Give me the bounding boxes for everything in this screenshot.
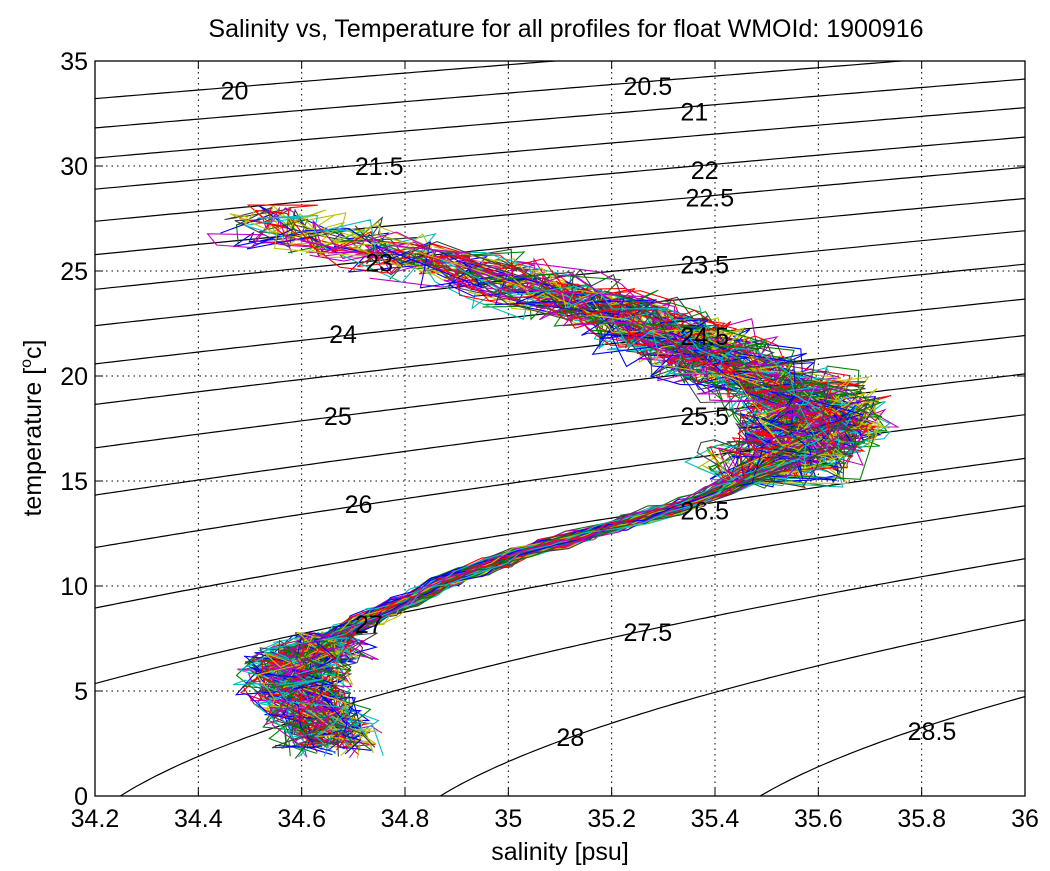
isopycnal-line [95, 78, 1025, 159]
y-tick-label: 35 [60, 48, 88, 76]
x-tick-label: 36 [1011, 805, 1039, 833]
isopycnal-label: 26 [345, 491, 373, 519]
density-contours [95, 61, 1025, 796]
y-axis-label-tail: c] [19, 339, 47, 358]
y-tick-label: 0 [74, 783, 88, 811]
isopycnal-label: 25.5 [680, 403, 729, 431]
isopycnal-label: 28.5 [908, 718, 957, 746]
y-axis-label: temperature [oc] [18, 339, 47, 516]
isopycnal-label: 27.5 [623, 619, 672, 647]
x-tick-label: 34.8 [381, 805, 430, 833]
profile-line [293, 281, 882, 734]
y-axis-label-main: temperature [ [19, 368, 47, 517]
isopycnal-label: 23.5 [680, 252, 729, 280]
x-tick-label: 34.4 [174, 805, 223, 833]
y-axis-label-superscript: o [18, 359, 35, 368]
profile-line [270, 244, 828, 744]
profile-line [304, 272, 877, 742]
y-tick-label: 5 [74, 678, 88, 706]
axis-ticks: 34.2 34.4 34.6 34.8 35 35.2 35.4 35.6 35.8 36 0 5 10… [60, 48, 1039, 833]
profile-line [312, 270, 858, 736]
isopycnal-line [439, 619, 1025, 796]
isopycnal-line [95, 334, 1025, 449]
isopycnal-label: 24 [329, 321, 357, 349]
profile-line [271, 300, 859, 748]
x-tick-label: 35.8 [897, 805, 946, 833]
isopycnal-label: 25 [324, 403, 352, 431]
profile-line [288, 277, 863, 751]
isopycnal-label: 24.5 [680, 323, 729, 351]
chart-title: Salinity vs, Temperature for all profile… [208, 15, 923, 43]
profile-line [279, 220, 863, 759]
profile-line [274, 258, 822, 755]
isopycnal-label: 20 [221, 77, 249, 105]
profile-line [310, 285, 871, 750]
grid [95, 61, 1025, 796]
isopycnal-line [95, 197, 1025, 290]
isopycnal-label: 22 [691, 157, 719, 185]
isopycnal-line [95, 61, 909, 129]
profile-line [311, 280, 891, 756]
profile-line [265, 230, 803, 744]
profile-line [229, 209, 807, 738]
y-tick-label: 10 [60, 573, 88, 601]
profile-line [297, 241, 853, 748]
isopycnal-line [95, 263, 1025, 365]
isopycnal-label: 20.5 [623, 73, 672, 101]
x-axis-label: salinity [psu] [491, 838, 629, 866]
isopycnal-label: 22.5 [685, 185, 734, 213]
profile-line [290, 255, 847, 751]
isopycnal-line [119, 558, 1025, 796]
profiles [206, 204, 900, 759]
plot-frame [94, 60, 1026, 797]
isopycnal-line [95, 505, 1025, 685]
isopycnal-label: 28 [556, 724, 584, 752]
x-tick-label: 34.6 [277, 805, 326, 833]
isopycnal-line [95, 373, 1025, 496]
y-tick-label: 20 [60, 363, 88, 391]
x-tick-label: 35.4 [691, 805, 740, 833]
y-tick-label: 25 [60, 258, 88, 286]
isopycnal-line [758, 696, 1025, 796]
profile-line [232, 314, 779, 738]
profile-line [291, 267, 874, 748]
x-tick-label: 35 [494, 805, 522, 833]
profile-line [295, 253, 866, 745]
x-tick-label: 34.2 [71, 805, 120, 833]
x-tick-label: 35.2 [587, 805, 636, 833]
isopycnal-label: 21.5 [355, 153, 404, 181]
isopycnal-label: 23 [365, 250, 393, 278]
y-tick-label: 15 [60, 468, 88, 496]
isopycnal-label: 21 [680, 98, 708, 126]
y-tick-label: 30 [60, 153, 88, 181]
isopycnal-line [95, 107, 1025, 190]
isopycnal-label: 27 [355, 611, 383, 639]
isopycnal-label: 26.5 [680, 497, 729, 525]
isopycnal-line [95, 61, 562, 100]
isopycnal-line [95, 457, 1025, 609]
profile-line [297, 289, 883, 746]
x-tick-label: 35.6 [794, 805, 843, 833]
isopycnal-line [95, 298, 1025, 405]
